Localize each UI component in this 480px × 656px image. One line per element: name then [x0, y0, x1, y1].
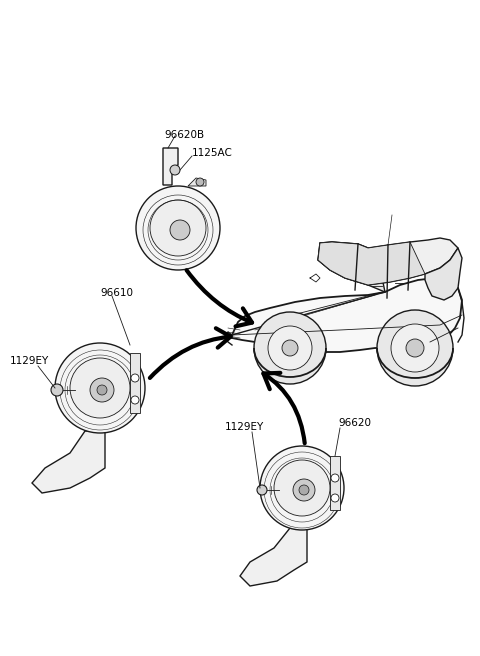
Text: 1125AC: 1125AC	[192, 148, 233, 158]
Circle shape	[131, 374, 139, 382]
Circle shape	[377, 310, 453, 386]
Circle shape	[170, 165, 180, 175]
Polygon shape	[425, 248, 462, 300]
Circle shape	[254, 312, 326, 384]
Circle shape	[282, 340, 298, 356]
Polygon shape	[240, 528, 307, 586]
Circle shape	[391, 324, 439, 372]
Polygon shape	[318, 242, 385, 292]
FancyArrowPatch shape	[150, 328, 230, 378]
Circle shape	[274, 460, 330, 516]
Polygon shape	[188, 178, 206, 186]
Text: 1129EY: 1129EY	[10, 356, 49, 366]
Circle shape	[406, 339, 424, 357]
Text: 96620: 96620	[338, 418, 371, 428]
Circle shape	[293, 479, 315, 501]
Circle shape	[257, 485, 267, 495]
Polygon shape	[318, 242, 425, 285]
Polygon shape	[130, 353, 140, 413]
Circle shape	[196, 178, 204, 186]
Circle shape	[299, 485, 309, 495]
Polygon shape	[163, 148, 178, 185]
Polygon shape	[32, 431, 105, 493]
Circle shape	[331, 474, 339, 482]
Circle shape	[97, 385, 107, 395]
Circle shape	[90, 378, 114, 402]
FancyArrowPatch shape	[187, 270, 252, 326]
Circle shape	[55, 343, 145, 433]
Circle shape	[268, 326, 312, 370]
Circle shape	[260, 446, 344, 530]
Circle shape	[51, 384, 63, 396]
Polygon shape	[228, 278, 462, 352]
Circle shape	[170, 220, 190, 240]
Circle shape	[150, 200, 206, 256]
Text: 1129EY: 1129EY	[225, 422, 264, 432]
Polygon shape	[318, 238, 458, 285]
Circle shape	[331, 494, 339, 502]
Text: 96620B: 96620B	[164, 130, 204, 140]
Polygon shape	[330, 456, 340, 510]
Circle shape	[70, 358, 130, 418]
Circle shape	[136, 186, 220, 270]
Text: 96610: 96610	[100, 288, 133, 298]
Circle shape	[131, 396, 139, 404]
FancyArrowPatch shape	[264, 373, 305, 443]
